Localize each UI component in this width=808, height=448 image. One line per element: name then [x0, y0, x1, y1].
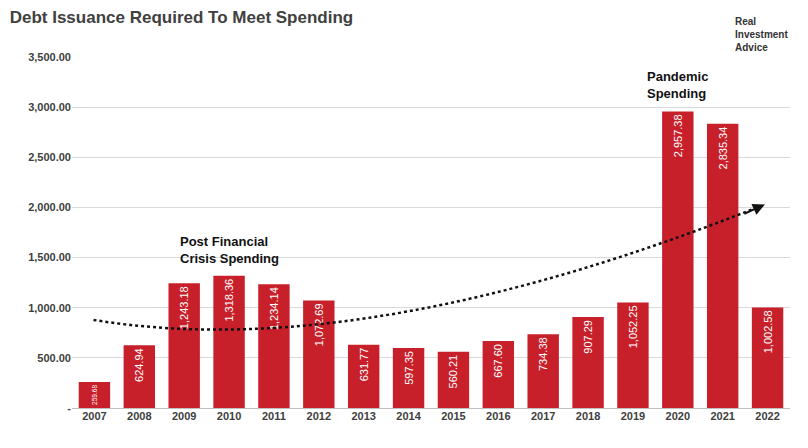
svg-text:2016: 2016 — [486, 410, 510, 422]
svg-text:1,243.18: 1,243.18 — [178, 286, 190, 329]
svg-text:2010: 2010 — [217, 410, 241, 422]
svg-text:1,500.00: 1,500.00 — [28, 251, 71, 263]
svg-text:1,000.00: 1,000.00 — [28, 302, 71, 314]
svg-text:2014: 2014 — [396, 410, 421, 422]
svg-text:Post FinancialCrisis Spending: Post FinancialCrisis Spending — [180, 234, 279, 266]
svg-text:2,835.34: 2,835.34 — [717, 127, 729, 170]
svg-text:624.94: 624.94 — [133, 348, 145, 382]
svg-text:PandemicSpending: PandemicSpending — [647, 69, 708, 101]
svg-text:Debt Issuance Required To Meet: Debt Issuance Required To Meet Spending — [10, 8, 354, 27]
svg-text:2019: 2019 — [621, 410, 645, 422]
svg-text:2007: 2007 — [82, 410, 106, 422]
svg-text:2022: 2022 — [755, 410, 779, 422]
svg-text:907.29: 907.29 — [582, 320, 594, 354]
svg-text:2,957.38: 2,957.38 — [672, 114, 684, 157]
svg-text:-: - — [67, 402, 71, 414]
svg-text:1,002.58: 1,002.58 — [762, 310, 774, 353]
svg-text:RealInvestmentAdvice: RealInvestmentAdvice — [735, 16, 788, 53]
svg-text:259.68: 259.68 — [91, 385, 98, 405]
svg-text:2017: 2017 — [531, 410, 555, 422]
svg-text:2012: 2012 — [307, 410, 331, 422]
svg-text:734.38: 734.38 — [537, 337, 549, 371]
svg-text:2009: 2009 — [172, 410, 196, 422]
svg-text:667.60: 667.60 — [492, 344, 504, 378]
svg-text:597.35: 597.35 — [403, 351, 415, 385]
svg-text:560.21: 560.21 — [447, 355, 459, 389]
svg-text:1,052.25: 1,052.25 — [627, 305, 639, 348]
svg-text:2020: 2020 — [666, 410, 690, 422]
svg-text:2021: 2021 — [710, 410, 734, 422]
svg-text:2013: 2013 — [351, 410, 375, 422]
svg-text:3,500.00: 3,500.00 — [28, 51, 71, 63]
svg-text:1,234.14: 1,234.14 — [268, 287, 280, 330]
svg-text:2008: 2008 — [127, 410, 151, 422]
svg-text:2015: 2015 — [441, 410, 465, 422]
svg-text:500.00: 500.00 — [37, 352, 71, 364]
svg-text:2,500.00: 2,500.00 — [28, 151, 71, 163]
svg-text:1,072.69: 1,072.69 — [313, 303, 325, 346]
svg-text:2,000.00: 2,000.00 — [28, 201, 71, 213]
svg-text:2018: 2018 — [576, 410, 600, 422]
svg-text:2011: 2011 — [262, 410, 286, 422]
svg-text:631.77: 631.77 — [358, 348, 370, 382]
svg-text:1,318.36: 1,318.36 — [223, 279, 235, 322]
svg-text:3,000.00: 3,000.00 — [28, 101, 71, 113]
